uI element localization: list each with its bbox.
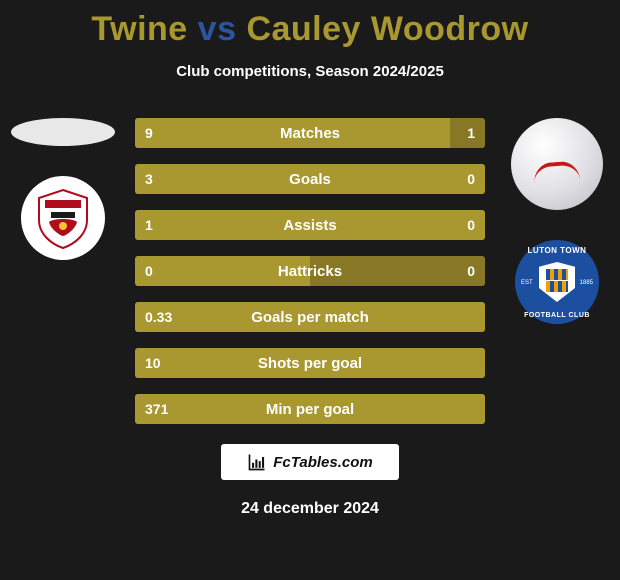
stat-row: 10Shots per goal <box>135 348 485 378</box>
player1-name: Twine <box>91 10 187 48</box>
player2-name: Cauley Woodrow <box>246 10 528 48</box>
right-player-column: LUTON TOWN EST 1885 FOOTBALL CLUB <box>502 118 612 324</box>
stat-row: 10Assists <box>135 210 485 240</box>
stat-value-right <box>465 394 485 424</box>
stat-value-right: 0 <box>457 164 485 194</box>
stat-value-right: 0 <box>457 256 485 286</box>
stat-value-left: 10 <box>135 348 171 378</box>
stat-value-left: 9 <box>135 118 163 148</box>
stat-value-left: 0.33 <box>135 302 182 332</box>
comparison-title: Twine vs Cauley Woodrow <box>0 0 620 49</box>
player1-club-crest <box>21 176 105 260</box>
player1-photo <box>11 118 115 146</box>
stat-value-left: 0 <box>135 256 163 286</box>
stat-value-right: 1 <box>457 118 485 148</box>
stat-row: 371Min per goal <box>135 394 485 424</box>
watermark-chart-icon <box>247 452 267 472</box>
player2-photo <box>511 118 603 210</box>
stat-bar-left <box>135 118 450 148</box>
stat-row: 91Matches <box>135 118 485 148</box>
luton-year: 1885 <box>580 280 593 286</box>
watermark-text: FcTables.com <box>273 454 372 471</box>
stat-value-left: 3 <box>135 164 163 194</box>
stat-bars: 91Matches30Goals10Assists00Hattricks0.33… <box>135 118 485 440</box>
stat-value-left: 371 <box>135 394 178 424</box>
luton-text-top: LUTON TOWN <box>515 246 599 255</box>
stat-bar-left <box>135 348 485 378</box>
stat-value-right <box>465 302 485 332</box>
vs-text: vs <box>198 10 237 48</box>
stat-value-right <box>465 348 485 378</box>
luton-est: EST <box>521 280 533 286</box>
stat-value-right: 0 <box>457 210 485 240</box>
stat-row: 30Goals <box>135 164 485 194</box>
comparison-stage: LUTON TOWN EST 1885 FOOTBALL CLUB 91Matc… <box>0 118 620 438</box>
stat-bar-left <box>135 302 485 332</box>
luton-text-bottom: FOOTBALL CLUB <box>515 312 599 319</box>
player2-club-crest: LUTON TOWN EST 1885 FOOTBALL CLUB <box>515 240 599 324</box>
stat-bar-left <box>135 210 485 240</box>
stat-bar-left <box>135 394 485 424</box>
stat-row: 0.33Goals per match <box>135 302 485 332</box>
subtitle: Club competitions, Season 2024/2025 <box>0 63 620 80</box>
bristol-crest-icon <box>31 186 95 250</box>
stat-value-left: 1 <box>135 210 163 240</box>
stat-bar-left <box>135 164 485 194</box>
generation-date: 24 december 2024 <box>0 500 620 518</box>
left-player-column <box>8 118 118 260</box>
stat-row: 00Hattricks <box>135 256 485 286</box>
watermark: FcTables.com <box>221 444 399 480</box>
